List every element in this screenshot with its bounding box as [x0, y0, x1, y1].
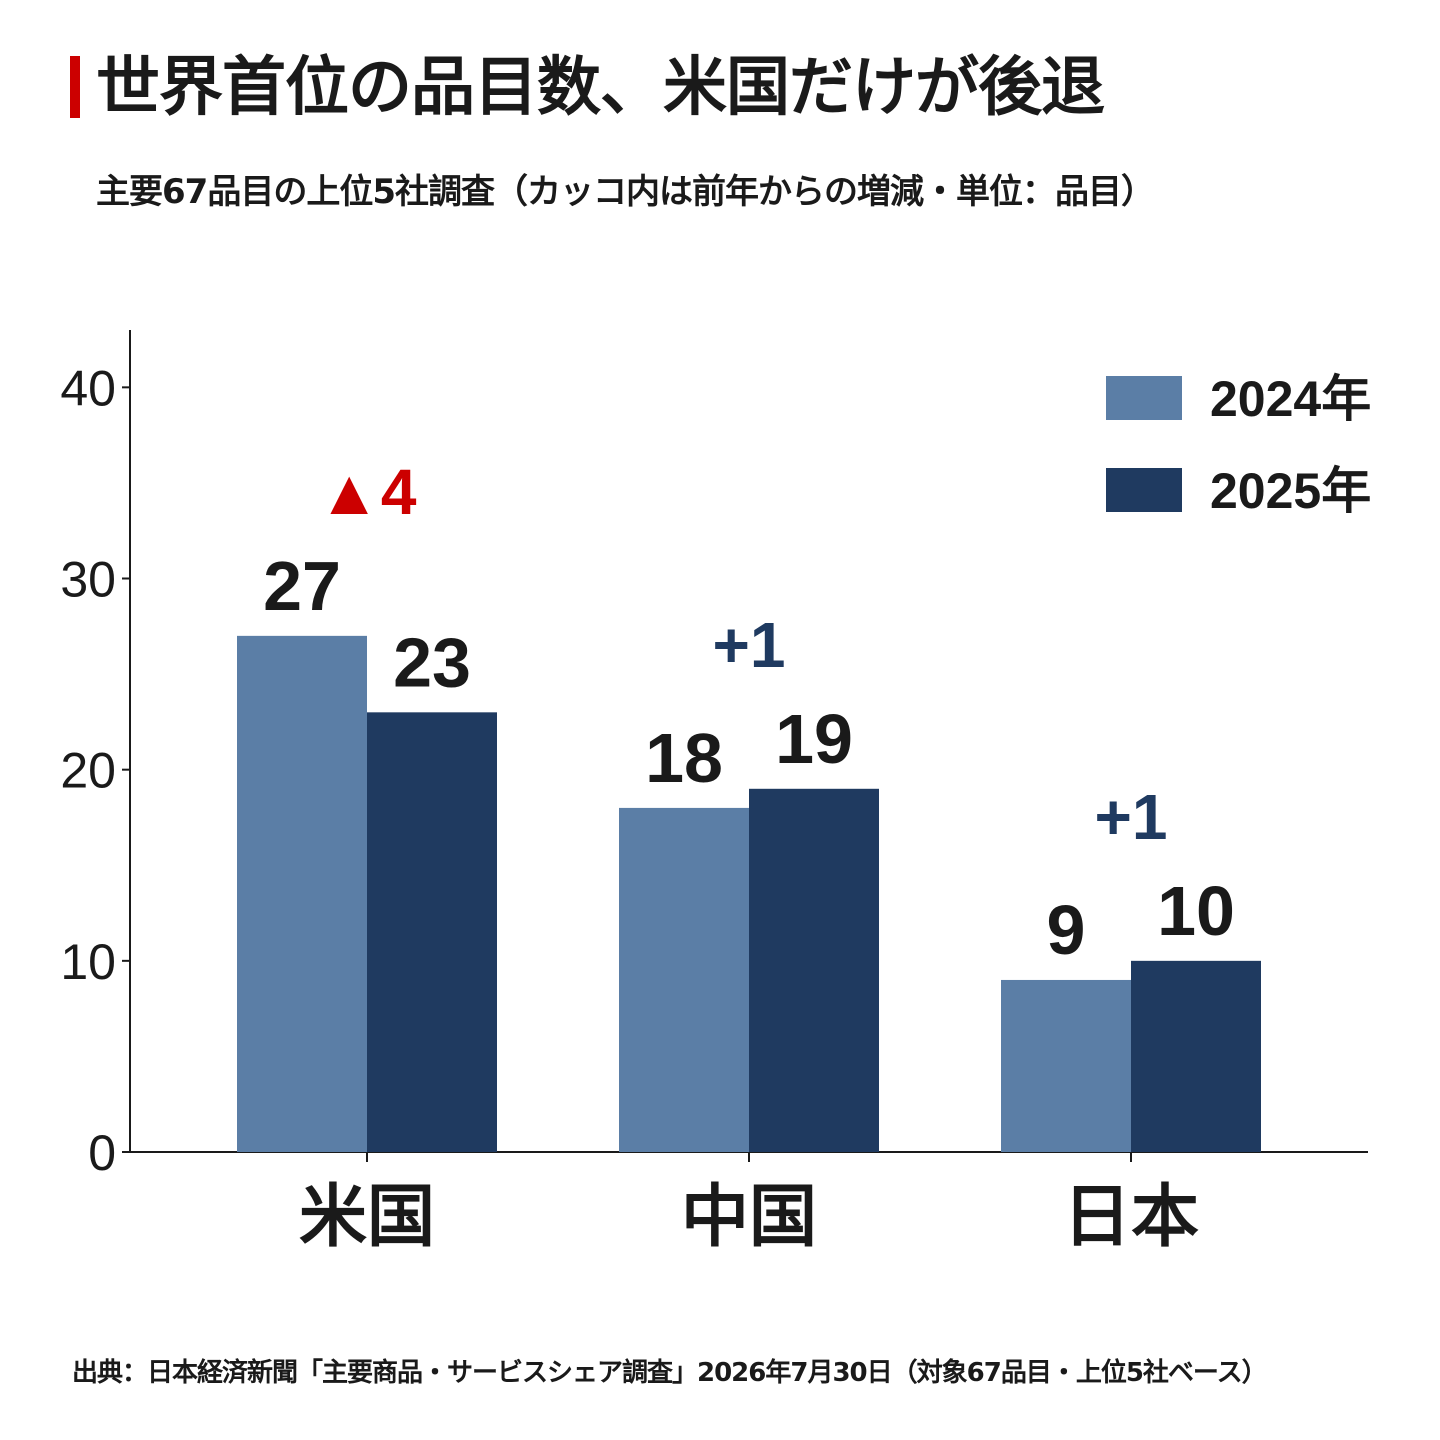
y-tick-label: 0 — [88, 1125, 116, 1181]
y-tick-label: 30 — [60, 552, 116, 608]
legend-swatch — [1106, 468, 1182, 512]
source-note: 出典：日本経済新聞「主要商品・サービスシェア調査」2026年7月30日（対象67… — [72, 1358, 1268, 1388]
x-tick-label: 中国 — [681, 1179, 817, 1255]
x-tick-label: 日本 — [1063, 1179, 1199, 1255]
change-annotation: +1 — [713, 609, 786, 681]
data-label: 18 — [645, 719, 723, 797]
bar — [749, 788, 879, 1152]
bar — [1001, 979, 1131, 1152]
data-label: 9 — [1047, 891, 1086, 969]
data-label: 23 — [393, 623, 471, 701]
chart-subtitle: 主要67品目の上位5社調査（カッコ内は前年からの増減・単位：品目） — [96, 172, 1155, 212]
change-annotation: +1 — [1095, 781, 1168, 853]
legend-swatch — [1106, 376, 1182, 420]
data-label: 19 — [775, 700, 853, 778]
legend-label: 2025年 — [1210, 463, 1371, 519]
y-tick-label: 40 — [60, 360, 116, 416]
y-tick-label: 20 — [60, 743, 116, 799]
chart-title: 世界首位の品目数、米国だけが後退 — [96, 51, 1105, 125]
change-annotation: ▲4 — [318, 456, 417, 528]
legend-label: 2024年 — [1210, 371, 1371, 427]
bar — [367, 712, 497, 1152]
bar — [237, 635, 367, 1152]
y-tick-label: 10 — [60, 934, 116, 990]
data-label: 27 — [263, 547, 341, 625]
bar — [1131, 960, 1261, 1152]
data-label: 10 — [1157, 872, 1235, 950]
x-tick-label: 米国 — [299, 1179, 435, 1255]
bar — [619, 807, 749, 1152]
title-accent-bar — [70, 56, 80, 118]
